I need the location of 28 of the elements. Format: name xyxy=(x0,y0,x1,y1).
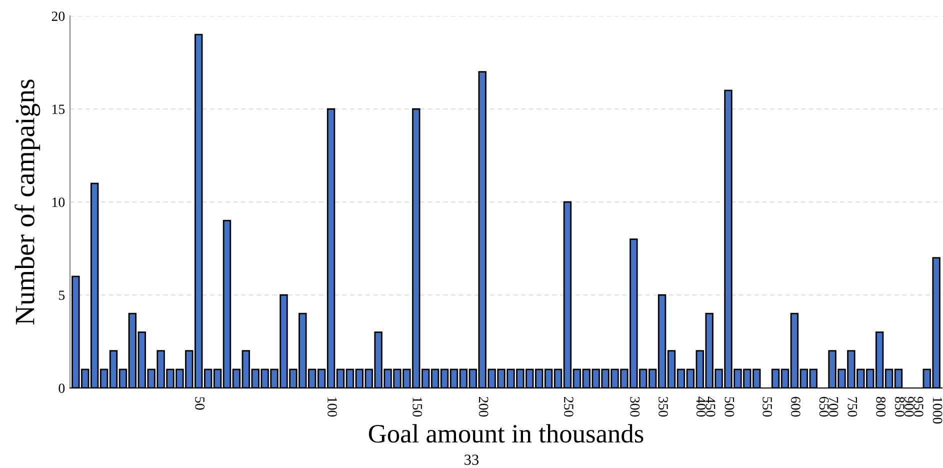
text: 33 xyxy=(464,454,479,465)
x-tick-label: 700 xyxy=(828,397,838,417)
x-tick-label: 200 xyxy=(478,396,488,417)
y-tick-label: 5 xyxy=(59,290,65,300)
x-tick-label: 600 xyxy=(790,396,800,417)
x-tick-label: 550 xyxy=(762,397,772,417)
y-tick-label: 0 xyxy=(58,384,65,393)
x-tick-label: 450 xyxy=(706,396,716,417)
y-tick-label: 10 xyxy=(52,198,65,207)
x-tick-label: 800 xyxy=(876,396,886,417)
x-tick-label: 350 xyxy=(658,396,668,417)
x-tick-label: 300 xyxy=(630,396,640,417)
x-tick-label: 750 xyxy=(848,397,858,417)
x-tick-label: 650 xyxy=(819,396,829,417)
x-tick-label: 950 xyxy=(914,396,924,417)
x-tick-label: 50 xyxy=(195,397,205,410)
y-axis-title: Number of campaigns xyxy=(14,80,40,325)
x-tick-label: 100 xyxy=(328,398,337,417)
y-tick-label: 20 xyxy=(52,12,65,21)
x-tick-label: 1000 xyxy=(932,398,942,424)
x-tick-label: 400 xyxy=(696,396,706,417)
x-tick-label: 850 xyxy=(895,396,904,417)
x-tick-label: 150 xyxy=(412,398,422,417)
x-tick-label: 250 xyxy=(564,396,574,417)
x-tick-label: 900 xyxy=(904,396,914,417)
x-axis-title: Goal amount in thousands xyxy=(368,424,644,443)
x-tick-label: 500 xyxy=(724,397,734,417)
y-tick-label: 15 xyxy=(52,104,65,114)
